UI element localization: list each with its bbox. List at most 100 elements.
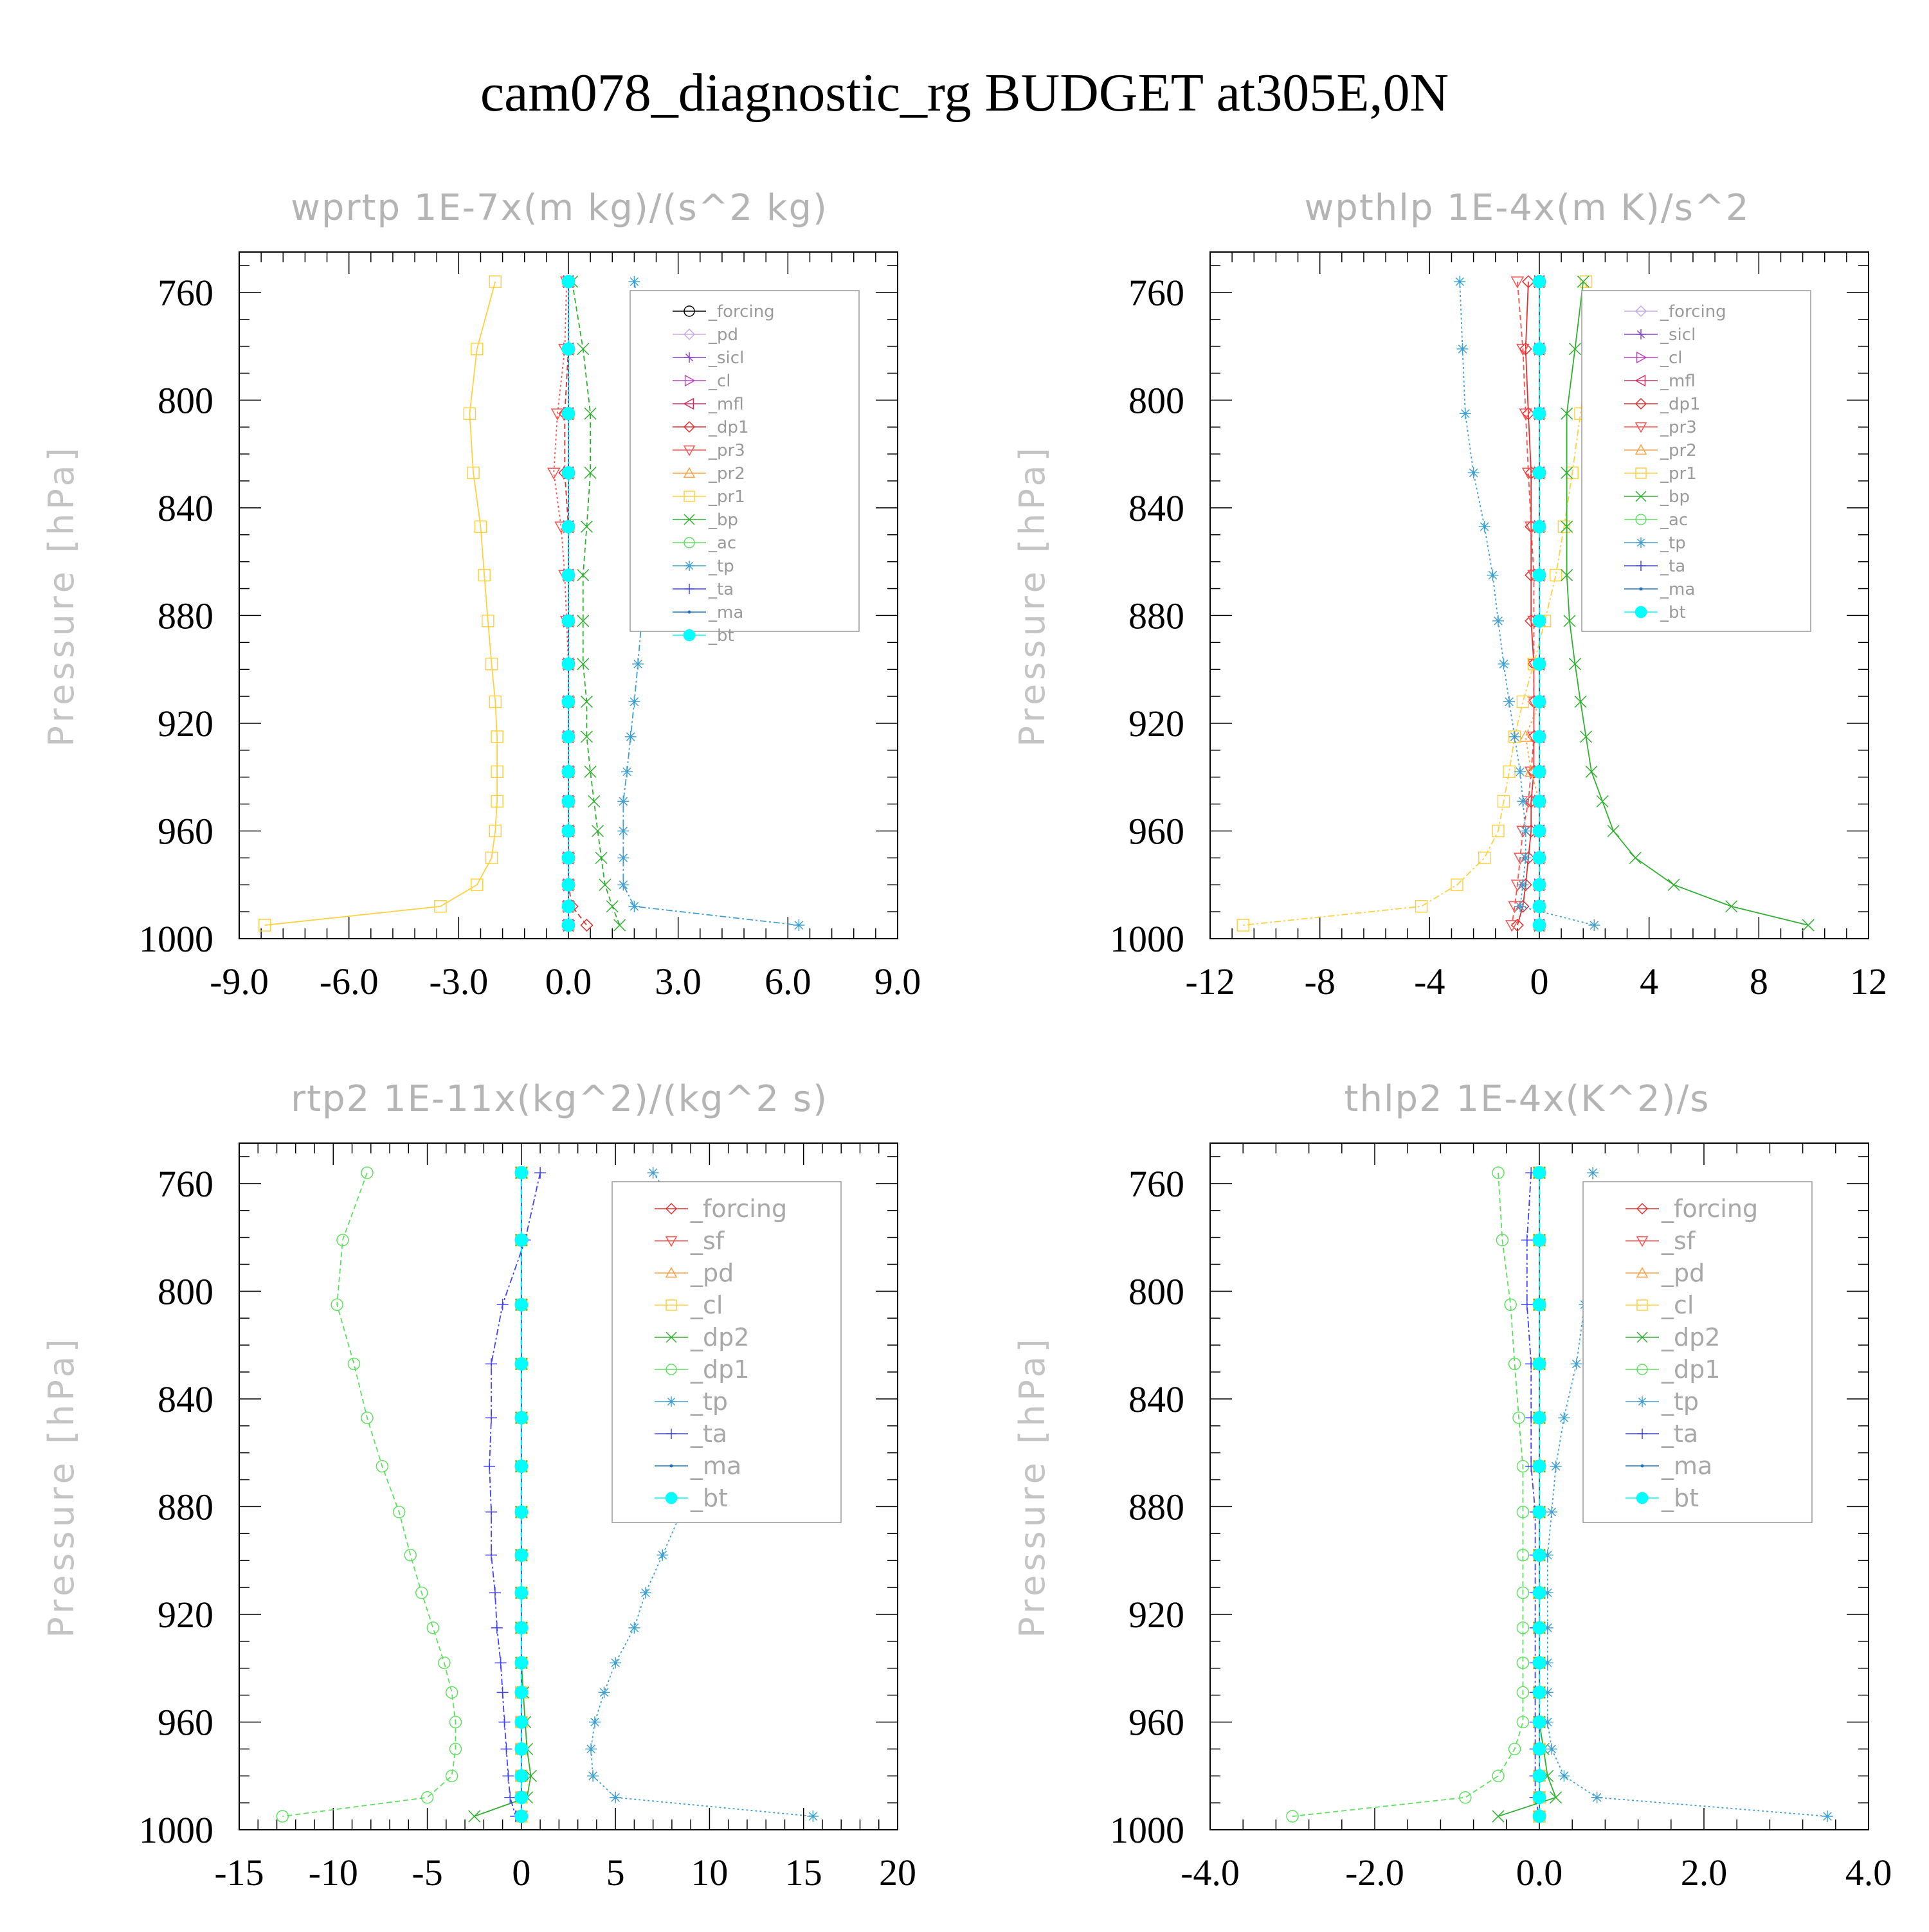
data-point [1587,1167,1599,1179]
data-point [591,824,604,838]
x-tick-label: 9.0 [874,961,921,1002]
data-point [1517,795,1529,808]
data-point [514,1686,529,1699]
legend-label: _dp1 [690,1355,749,1384]
x-tick-label: 12 [1850,961,1887,1002]
data-point [514,1459,529,1473]
x-tick-label: 8 [1750,961,1768,1002]
data-point [471,878,484,891]
data-point [1568,658,1582,671]
legend-swatch [684,491,695,502]
data-point [478,568,491,582]
data-point [1508,730,1521,743]
x-tick-label: 0.0 [1516,1852,1563,1893]
data-point [1487,569,1499,581]
data-point [580,730,593,743]
legend: _forcing _sicl _cl _mfl _dp1 _pr3 _pr2 _pr1 _bp _… [1581,290,1811,632]
legend-label: _bt [690,1484,728,1512]
legend-swatch [1635,444,1647,455]
data-point [421,1791,434,1804]
x-tick-label: -2.0 [1345,1852,1404,1893]
legend-label: _tp [708,557,734,576]
data-point [500,1743,512,1755]
legend-label: _sicl [708,348,744,368]
data-point [376,1459,389,1473]
data-point [550,408,565,420]
data-point [1508,1742,1521,1756]
data-point [1532,568,1546,582]
legend-label: _dp1 [1661,1355,1720,1384]
data-point [1456,343,1469,355]
panel-title: thlp2 1E-4x(K^2)/s [1345,1078,1710,1120]
legend-label: _bt [1661,1484,1699,1512]
legend-swatch [683,445,696,456]
panel-title: rtp2 1E-11x(kg^2)/(kg^2 s) [291,1078,828,1120]
x-tick-label: -4.0 [1181,1852,1240,1893]
data-point [1532,1769,1546,1783]
legend-swatch [1635,422,1647,433]
data-point [628,276,640,288]
data-point [392,1506,406,1519]
legend-label: _cl [1661,1291,1694,1319]
legend-label: _pr2 [708,464,745,483]
legend-swatch [1636,1492,1649,1504]
data-point [1561,520,1573,533]
legend-swatch [684,561,694,571]
legend-swatch [684,537,695,548]
data-point [331,1298,343,1312]
data-point [1563,615,1576,627]
legend-swatch [1636,1267,1649,1278]
x-tick-label: 15 [785,1852,822,1893]
legend-swatch [687,610,691,614]
legend-swatch [684,514,695,525]
data-point [485,1549,498,1561]
panel-title: wprtp 1E-7x(m kg)/(s^2 kg) [291,187,828,229]
legend-swatch [1635,491,1647,502]
legend-label: _ta [1661,1420,1698,1448]
data-point [1532,730,1546,744]
data-point [1532,275,1546,289]
data-point [1577,275,1589,288]
legend-label: _tp [690,1387,728,1416]
data-point [1459,408,1471,420]
x-tick-label: 3.0 [655,961,702,1002]
data-point [547,467,561,480]
data-point [1558,1770,1570,1782]
data-point [561,795,575,808]
panel-1: wprtp 1E-7x(m kg)/(s^2 kg) Pressure [hPa]… [41,187,921,1002]
x-tick-label: 20 [879,1852,916,1893]
data-point [1496,1234,1509,1247]
data-point [561,851,575,865]
data-point [617,795,629,808]
legend-swatch [1636,537,1646,548]
data-point [1519,825,1532,837]
data-point [1532,519,1546,534]
data-point [1557,520,1571,533]
data-point [485,1412,498,1424]
data-point [1521,407,1535,420]
data-point [491,795,503,808]
data-point [449,1715,462,1729]
series-line [489,1172,541,1817]
data-point [588,1716,601,1728]
data-point [491,730,503,743]
legend-swatch [1636,561,1646,571]
data-point [1532,1742,1546,1756]
data-point [1596,795,1609,808]
y-tick-label: 840 [1128,1378,1184,1420]
data-point [580,520,593,533]
legend-swatch [1636,1332,1648,1343]
y-tick-label: 880 [1128,595,1184,636]
data-point [1822,1810,1833,1823]
y-tick-label: 800 [158,1270,213,1312]
data-point [606,900,619,913]
data-point [514,1548,529,1562]
y-tick-label: 920 [1128,1594,1184,1636]
data-point [1516,343,1530,356]
data-point [434,899,447,913]
data-point [1510,880,1525,892]
data-point [361,1166,374,1179]
data-point [1568,343,1582,356]
data-point [632,658,644,670]
y-tick-label: 960 [158,810,213,852]
